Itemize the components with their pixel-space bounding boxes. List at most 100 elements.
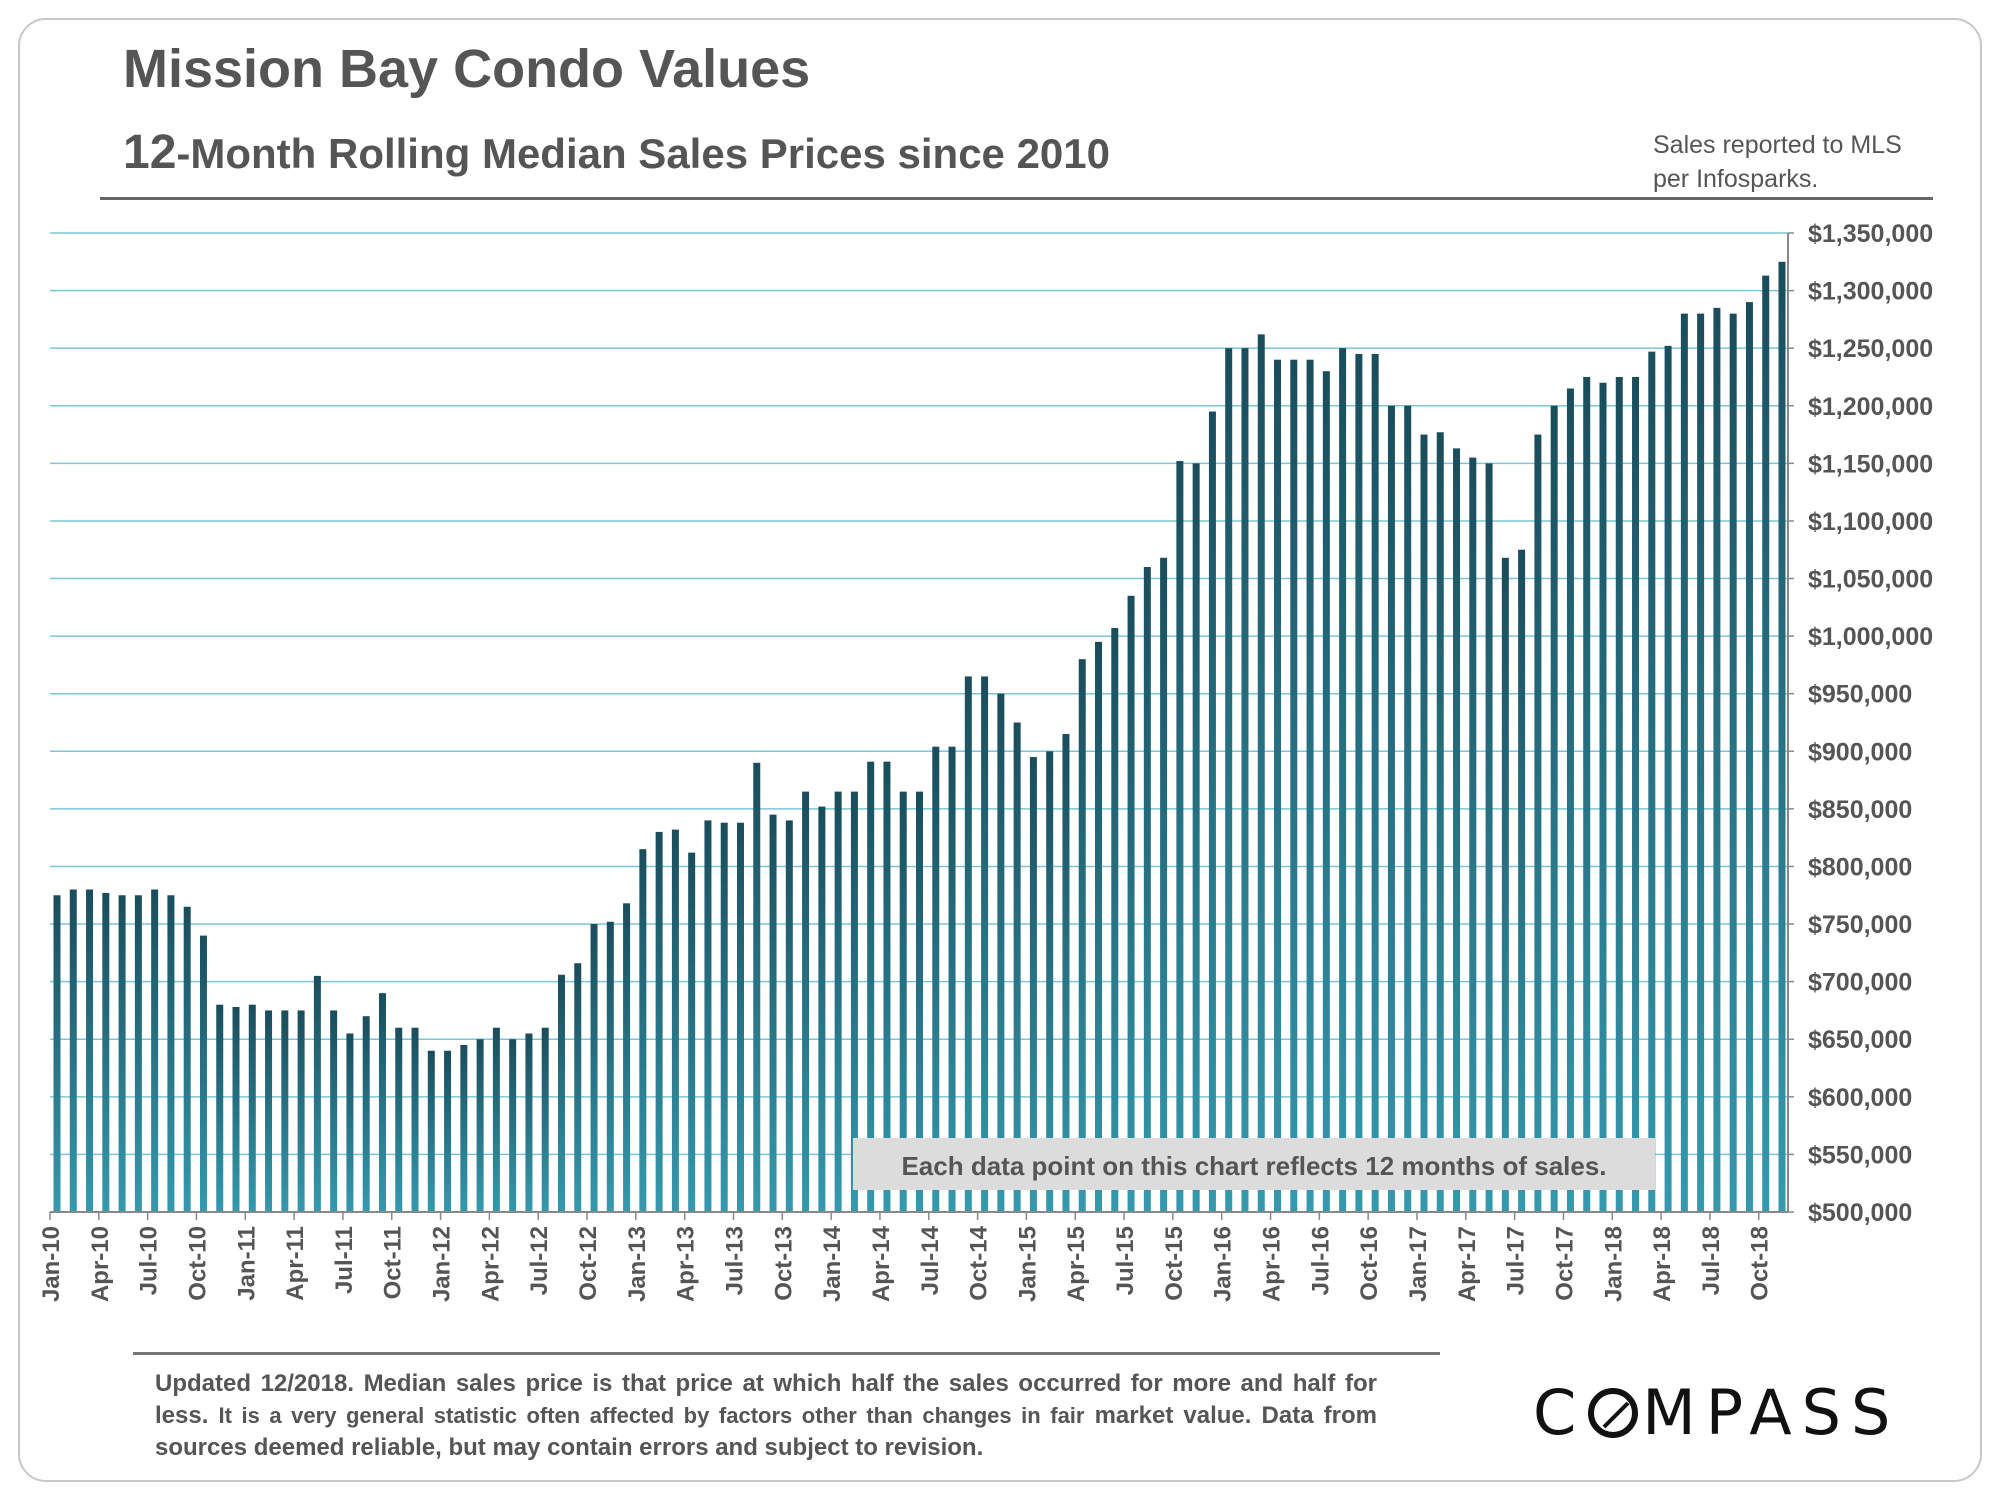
bar: [1387, 405, 1395, 1212]
source-note: Sales reported to MLS per Infosparks.: [1653, 128, 1902, 196]
bar: [850, 791, 858, 1212]
x-tick-label: Jan-14: [819, 1225, 846, 1302]
bar: [1062, 734, 1070, 1212]
bar: [167, 895, 175, 1212]
bar: [297, 1010, 305, 1212]
bar: [1078, 659, 1086, 1212]
y-tick-label: $900,000: [1808, 738, 1912, 766]
x-tick-label: Jul-14: [917, 1225, 944, 1295]
bar: [1566, 388, 1574, 1212]
bar: [623, 903, 631, 1212]
bar: [557, 974, 565, 1212]
bar: [704, 820, 712, 1212]
page-title: Mission Bay Condo Values: [123, 39, 811, 99]
y-tick-label: $1,150,000: [1808, 450, 1933, 478]
axes: [49, 233, 1789, 1220]
footer-text-small: It is a very general statistic often aff…: [218, 1403, 1085, 1428]
bar: [1371, 353, 1379, 1212]
x-tick-label: Apr-17: [1454, 1226, 1481, 1302]
x-tick-label: Jan-15: [1014, 1226, 1041, 1302]
y-tick-label: $1,000,000: [1808, 623, 1933, 651]
bar: [1225, 348, 1233, 1212]
y-tick-label: $1,100,000: [1808, 508, 1933, 536]
x-tick-label: Apr-16: [1259, 1226, 1286, 1302]
y-tick-label: $1,300,000: [1808, 278, 1933, 306]
bar: [818, 806, 826, 1212]
bar: [444, 1050, 452, 1212]
annotation-box: [853, 1138, 1655, 1190]
bar: [1160, 557, 1168, 1212]
bar: [199, 935, 207, 1212]
bar: [1664, 345, 1672, 1213]
bar: [509, 1039, 517, 1212]
bar: [362, 1016, 370, 1212]
bar: [1680, 313, 1688, 1212]
bar: [1322, 371, 1330, 1212]
x-tick-label: Jul-15: [1112, 1226, 1139, 1295]
bar: [899, 791, 907, 1212]
compass-logo: C MPASS: [1533, 1376, 1900, 1449]
bar: [232, 1006, 240, 1212]
footer-text-end: market value. Data from sources deemed r…: [155, 1402, 1378, 1461]
logo-text-start: C: [1533, 1376, 1587, 1449]
x-tick-label: Apr-15: [1063, 1226, 1090, 1302]
x-tick-label: Jan-13: [624, 1226, 651, 1302]
bar: [1257, 334, 1265, 1212]
bar: [1583, 376, 1591, 1212]
bar: [932, 746, 940, 1212]
bar: [1420, 434, 1428, 1212]
bar: [1729, 313, 1737, 1212]
bar: [411, 1027, 419, 1212]
x-tick-labels: Jan-10 Apr-10 Jul-10 Oct-10 Jan-11 Apr-11 Jul-…: [38, 1225, 1774, 1302]
chart-subtitle: 12-Month Rolling Median Sales Prices sin…: [123, 125, 1110, 180]
bar: [216, 1004, 224, 1212]
bar: [476, 1039, 484, 1212]
x-tick-label: Oct-15: [1161, 1226, 1188, 1301]
bar: [1469, 457, 1477, 1212]
bar: [1648, 351, 1656, 1212]
bar: [1436, 432, 1444, 1213]
x-tick-label: Jul-13: [721, 1226, 748, 1295]
bar: [1013, 722, 1021, 1212]
bar: [395, 1027, 403, 1212]
bar: [1713, 307, 1721, 1212]
y-tick-label: $1,350,000: [1808, 220, 1933, 248]
chart-annotation: Each data point on this chart reflects 1…: [853, 1138, 1655, 1190]
bar: [53, 895, 61, 1212]
bar: [346, 1033, 354, 1212]
x-tick-label: Oct-18: [1747, 1226, 1774, 1301]
annotation-text: Each data point on this chart reflects 1…: [901, 1151, 1606, 1181]
bar: [867, 761, 875, 1212]
bar: [1192, 463, 1200, 1213]
x-tick-label: Apr-10: [87, 1226, 114, 1302]
bar: [606, 921, 614, 1212]
bar: [1550, 405, 1558, 1212]
x-tick-label: Apr-13: [673, 1226, 700, 1302]
bar: [1697, 313, 1705, 1212]
bar: [134, 895, 142, 1212]
y-tick-label: $600,000: [1808, 1084, 1912, 1112]
x-tick-label: Oct-13: [770, 1226, 797, 1301]
bar: [736, 822, 744, 1212]
y-tick-label: $650,000: [1808, 1026, 1912, 1054]
bar: [118, 895, 126, 1212]
footer-text-bold: Updated 12/2018. Median sales price is t…: [155, 1370, 1377, 1429]
y-tick-label: $1,050,000: [1808, 566, 1933, 594]
bar: [525, 1033, 533, 1212]
bars: [53, 261, 1786, 1213]
x-tick-label: Apr-11: [282, 1226, 309, 1301]
bar: [769, 814, 777, 1212]
bar: [671, 829, 679, 1212]
y-tick-labels: $500,000 $550,000 $600,000 $650,000 $700,000…: [1808, 220, 1933, 1227]
bar: [802, 791, 810, 1212]
x-tick-label: Jan-17: [1405, 1226, 1432, 1302]
y-tick-label: $750,000: [1808, 911, 1912, 939]
bar: [86, 889, 94, 1212]
x-tick-label: Oct-12: [575, 1226, 602, 1301]
bar: [330, 1010, 338, 1212]
bar: [102, 892, 110, 1212]
x-tick-label: Jan-11: [233, 1226, 260, 1301]
bar: [151, 889, 159, 1212]
bar: [1241, 348, 1249, 1212]
logo-text-end: MPASS: [1642, 1376, 1901, 1449]
